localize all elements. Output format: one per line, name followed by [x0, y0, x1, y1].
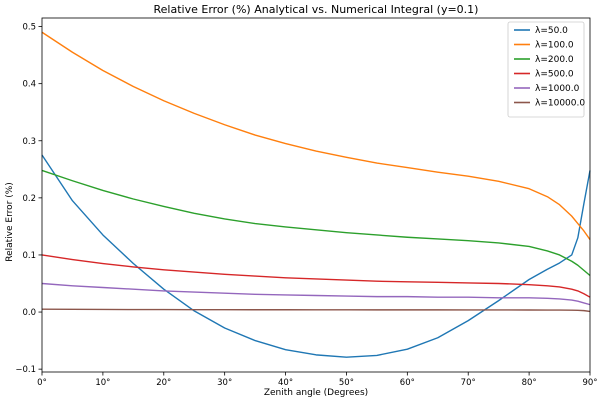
x-axis-label: Zenith angle (Degrees) — [264, 388, 368, 398]
x-tick-label: 90° — [582, 378, 597, 388]
x-tick-label: 60° — [400, 378, 415, 388]
y-tick-label: 0.2 — [22, 194, 36, 204]
legend: λ=50.0 λ=100.0 λ=200.0 λ=500.0 λ=1000.0 λ=100… — [507, 21, 585, 118]
legend-label: λ=500.0 — [535, 70, 574, 80]
x-tick-label: 50° — [339, 378, 354, 388]
x-tick-label: 0° — [37, 378, 47, 388]
series-lines — [41, 31, 591, 358]
x-tick-label: 80° — [522, 378, 537, 388]
legend-label: λ=1000.0 — [535, 84, 580, 94]
x-tick-label: 30° — [217, 378, 232, 388]
x-axis-ticks: 0° 10° 20° 30° 40° 50° 60° 70° 80° 90° — [37, 372, 598, 388]
legend-label: λ=10000.0 — [535, 99, 585, 109]
x-tick-label: 40° — [278, 378, 293, 388]
legend-box — [507, 21, 585, 118]
y-axis-label: Relative Error (%) — [5, 182, 15, 262]
series-line-100-0 — [41, 31, 591, 240]
series-line-10000-0 — [41, 308, 591, 313]
y-tick-label: 0.1 — [22, 251, 36, 261]
legend-label: λ=100.0 — [535, 41, 574, 51]
y-axis-ticks: −0.1 0.0 0.1 0.2 0.3 0.4 0.5 — [15, 23, 42, 375]
y-tick-label: 0.5 — [22, 23, 36, 33]
series-line-1000-0 — [41, 282, 591, 306]
legend-label: λ=200.0 — [535, 55, 574, 65]
y-tick-label: 0.0 — [22, 308, 36, 318]
x-tick-label: 10° — [95, 378, 110, 388]
x-tick-label: 20° — [156, 378, 171, 388]
series-line-50-0 — [41, 154, 591, 358]
series-line-200-0 — [41, 169, 591, 277]
legend-label: λ=50.0 — [535, 26, 568, 36]
y-tick-label: −0.1 — [15, 365, 36, 375]
series-line-500-0 — [41, 254, 591, 298]
plot-frame — [41, 17, 591, 373]
chart-title: Relative Error (%) Analytical vs. Numeri… — [154, 3, 479, 16]
y-tick-label: 0.4 — [22, 80, 36, 90]
y-tick-label: 0.3 — [22, 137, 36, 147]
x-tick-label: 70° — [461, 378, 476, 388]
